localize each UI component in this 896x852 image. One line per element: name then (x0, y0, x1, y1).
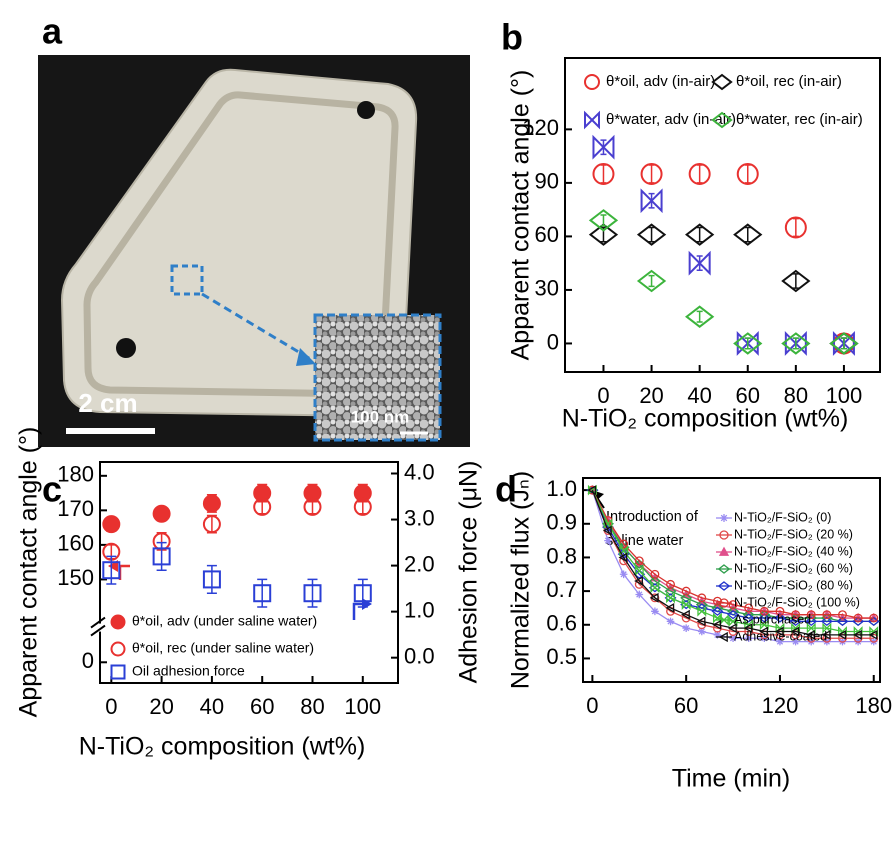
legend-label: θ*water, rec (in-air) (736, 111, 863, 128)
y-tick-label: 90 (535, 169, 559, 194)
legend-label: θ*oil, rec (in-air) (736, 73, 842, 90)
legend-label: N-TiO₂/F-SiO₂ (60 %) (734, 561, 853, 575)
panel-label: b (501, 17, 523, 58)
y2-tick-label: 2.0 (404, 551, 435, 576)
error-bar (106, 556, 116, 584)
error-bar (649, 165, 655, 183)
x-tick-label: 100 (344, 694, 381, 719)
legend-label: Oil adhesion force (132, 663, 245, 679)
error-bar (793, 219, 799, 237)
y-tick-label: 150 (57, 565, 94, 590)
y-tick-label: 0 (547, 329, 559, 354)
inset-scale-label: 100 nm (351, 407, 410, 426)
y-tick-label: 0.6 (546, 611, 577, 636)
scale-label: 2 cm (78, 388, 137, 418)
data-point (103, 516, 119, 532)
y2-tick-label: 0.0 (404, 643, 435, 668)
error-bar (649, 276, 655, 287)
legend-label: θ*oil, adv (under saline water) (132, 613, 317, 629)
legend-label: Adhesive-coated (734, 629, 827, 643)
x-tick-label: 120 (762, 693, 799, 718)
error-bar (793, 274, 799, 288)
y-tick-label: 160 (57, 531, 94, 556)
axis-arrow (120, 566, 130, 580)
data-point (154, 506, 170, 522)
error-bar (157, 543, 167, 571)
legend-label: θ*oil, adv (in-air) (606, 73, 715, 90)
data-point (651, 608, 659, 616)
y-tick-label: 30 (535, 276, 559, 301)
legend-marker (585, 113, 599, 127)
error-bar (793, 338, 799, 349)
legend-marker (713, 75, 731, 89)
y-axis-title: Apparent contact angle (°) (15, 427, 43, 718)
plate-hole (116, 338, 136, 358)
legend-label: θ*water, adv (in-air) (606, 111, 736, 128)
x-tick-label: 80 (300, 694, 324, 719)
legend-label: N-TiO₂/F-SiO₂ (40 %) (734, 544, 853, 558)
y-tick-label: 60 (535, 222, 559, 247)
data-point (620, 570, 628, 578)
x-tick-label: 40 (200, 694, 224, 719)
x-tick-label: 20 (149, 694, 173, 719)
legend-label: N-TiO₂/F-SiO₂ (0) (734, 510, 831, 524)
legend-marker (112, 616, 125, 629)
data-point (604, 537, 612, 545)
legend-label: N-TiO₂/F-SiO₂ (100 %) (734, 595, 860, 609)
y-axis-title: Apparent contact angle (°) (507, 70, 535, 361)
error-bar (697, 165, 703, 183)
error-bar (745, 338, 751, 349)
x-tick-label: 180 (855, 693, 892, 718)
y-tick-label: 0.7 (546, 577, 577, 602)
figure: 100 nm 2 cm a b c d 02040608010003060901… (0, 0, 896, 852)
error-bar (649, 227, 655, 241)
x-tick-label: 60 (674, 693, 698, 718)
error-bar (697, 311, 703, 322)
y2-axis-title: Adhesion force (μN) (455, 461, 483, 684)
error-bar (745, 165, 751, 183)
legend-label: θ*oil, rec (under saline water) (132, 640, 314, 656)
x-tick-label: 0 (105, 694, 117, 719)
y-axis-title: Normalized flux (Jₙ) (507, 471, 535, 689)
error-bar (207, 516, 217, 533)
error-bar (841, 338, 847, 349)
x-axis-title: Time (min) (672, 765, 791, 793)
error-bar (600, 215, 606, 226)
y-tick-label: 0.9 (546, 510, 577, 535)
x-axis-title: N-TiO₂ composition (wt%) (562, 405, 849, 433)
x-tick-label: 60 (250, 694, 274, 719)
legend-label: As-purchased (734, 612, 811, 626)
y-tick-label: 180 (57, 462, 94, 487)
annotation: Introduction of (606, 509, 699, 525)
error-bar (600, 165, 606, 183)
y-tick-label: 0.8 (546, 543, 577, 568)
y-tick-label: 170 (57, 496, 94, 521)
x-axis-title: N-TiO₂ composition (wt%) (79, 733, 366, 761)
error-bar (257, 579, 267, 607)
error-bar (307, 579, 317, 607)
y-tick-label: 1.0 (546, 476, 577, 501)
data-point (682, 624, 690, 632)
legend-marker (585, 75, 599, 89)
y2-tick-label: 1.0 (404, 597, 435, 622)
y-tick-label: 0 (82, 648, 94, 673)
data-point (635, 591, 643, 599)
panel-label: a (42, 11, 63, 52)
legend-marker (112, 666, 125, 679)
data-point (204, 495, 220, 511)
error-bar (207, 566, 217, 594)
error-bar (697, 227, 703, 241)
y2-tick-label: 3.0 (404, 505, 435, 530)
plot-frame (565, 58, 880, 372)
legend-marker (720, 514, 728, 522)
plate-hole (357, 101, 375, 119)
y-tick-label: 0.5 (546, 644, 577, 669)
legend-marker (112, 643, 125, 656)
y2-tick-label: 4.0 (404, 459, 435, 484)
data-point (667, 618, 675, 626)
error-bar (745, 227, 751, 241)
legend-label: N-TiO₂/F-SiO₂ (80 %) (734, 578, 853, 592)
x-tick-label: 0 (586, 693, 598, 718)
legend-label: N-TiO₂/F-SiO₂ (20 %) (734, 527, 853, 541)
